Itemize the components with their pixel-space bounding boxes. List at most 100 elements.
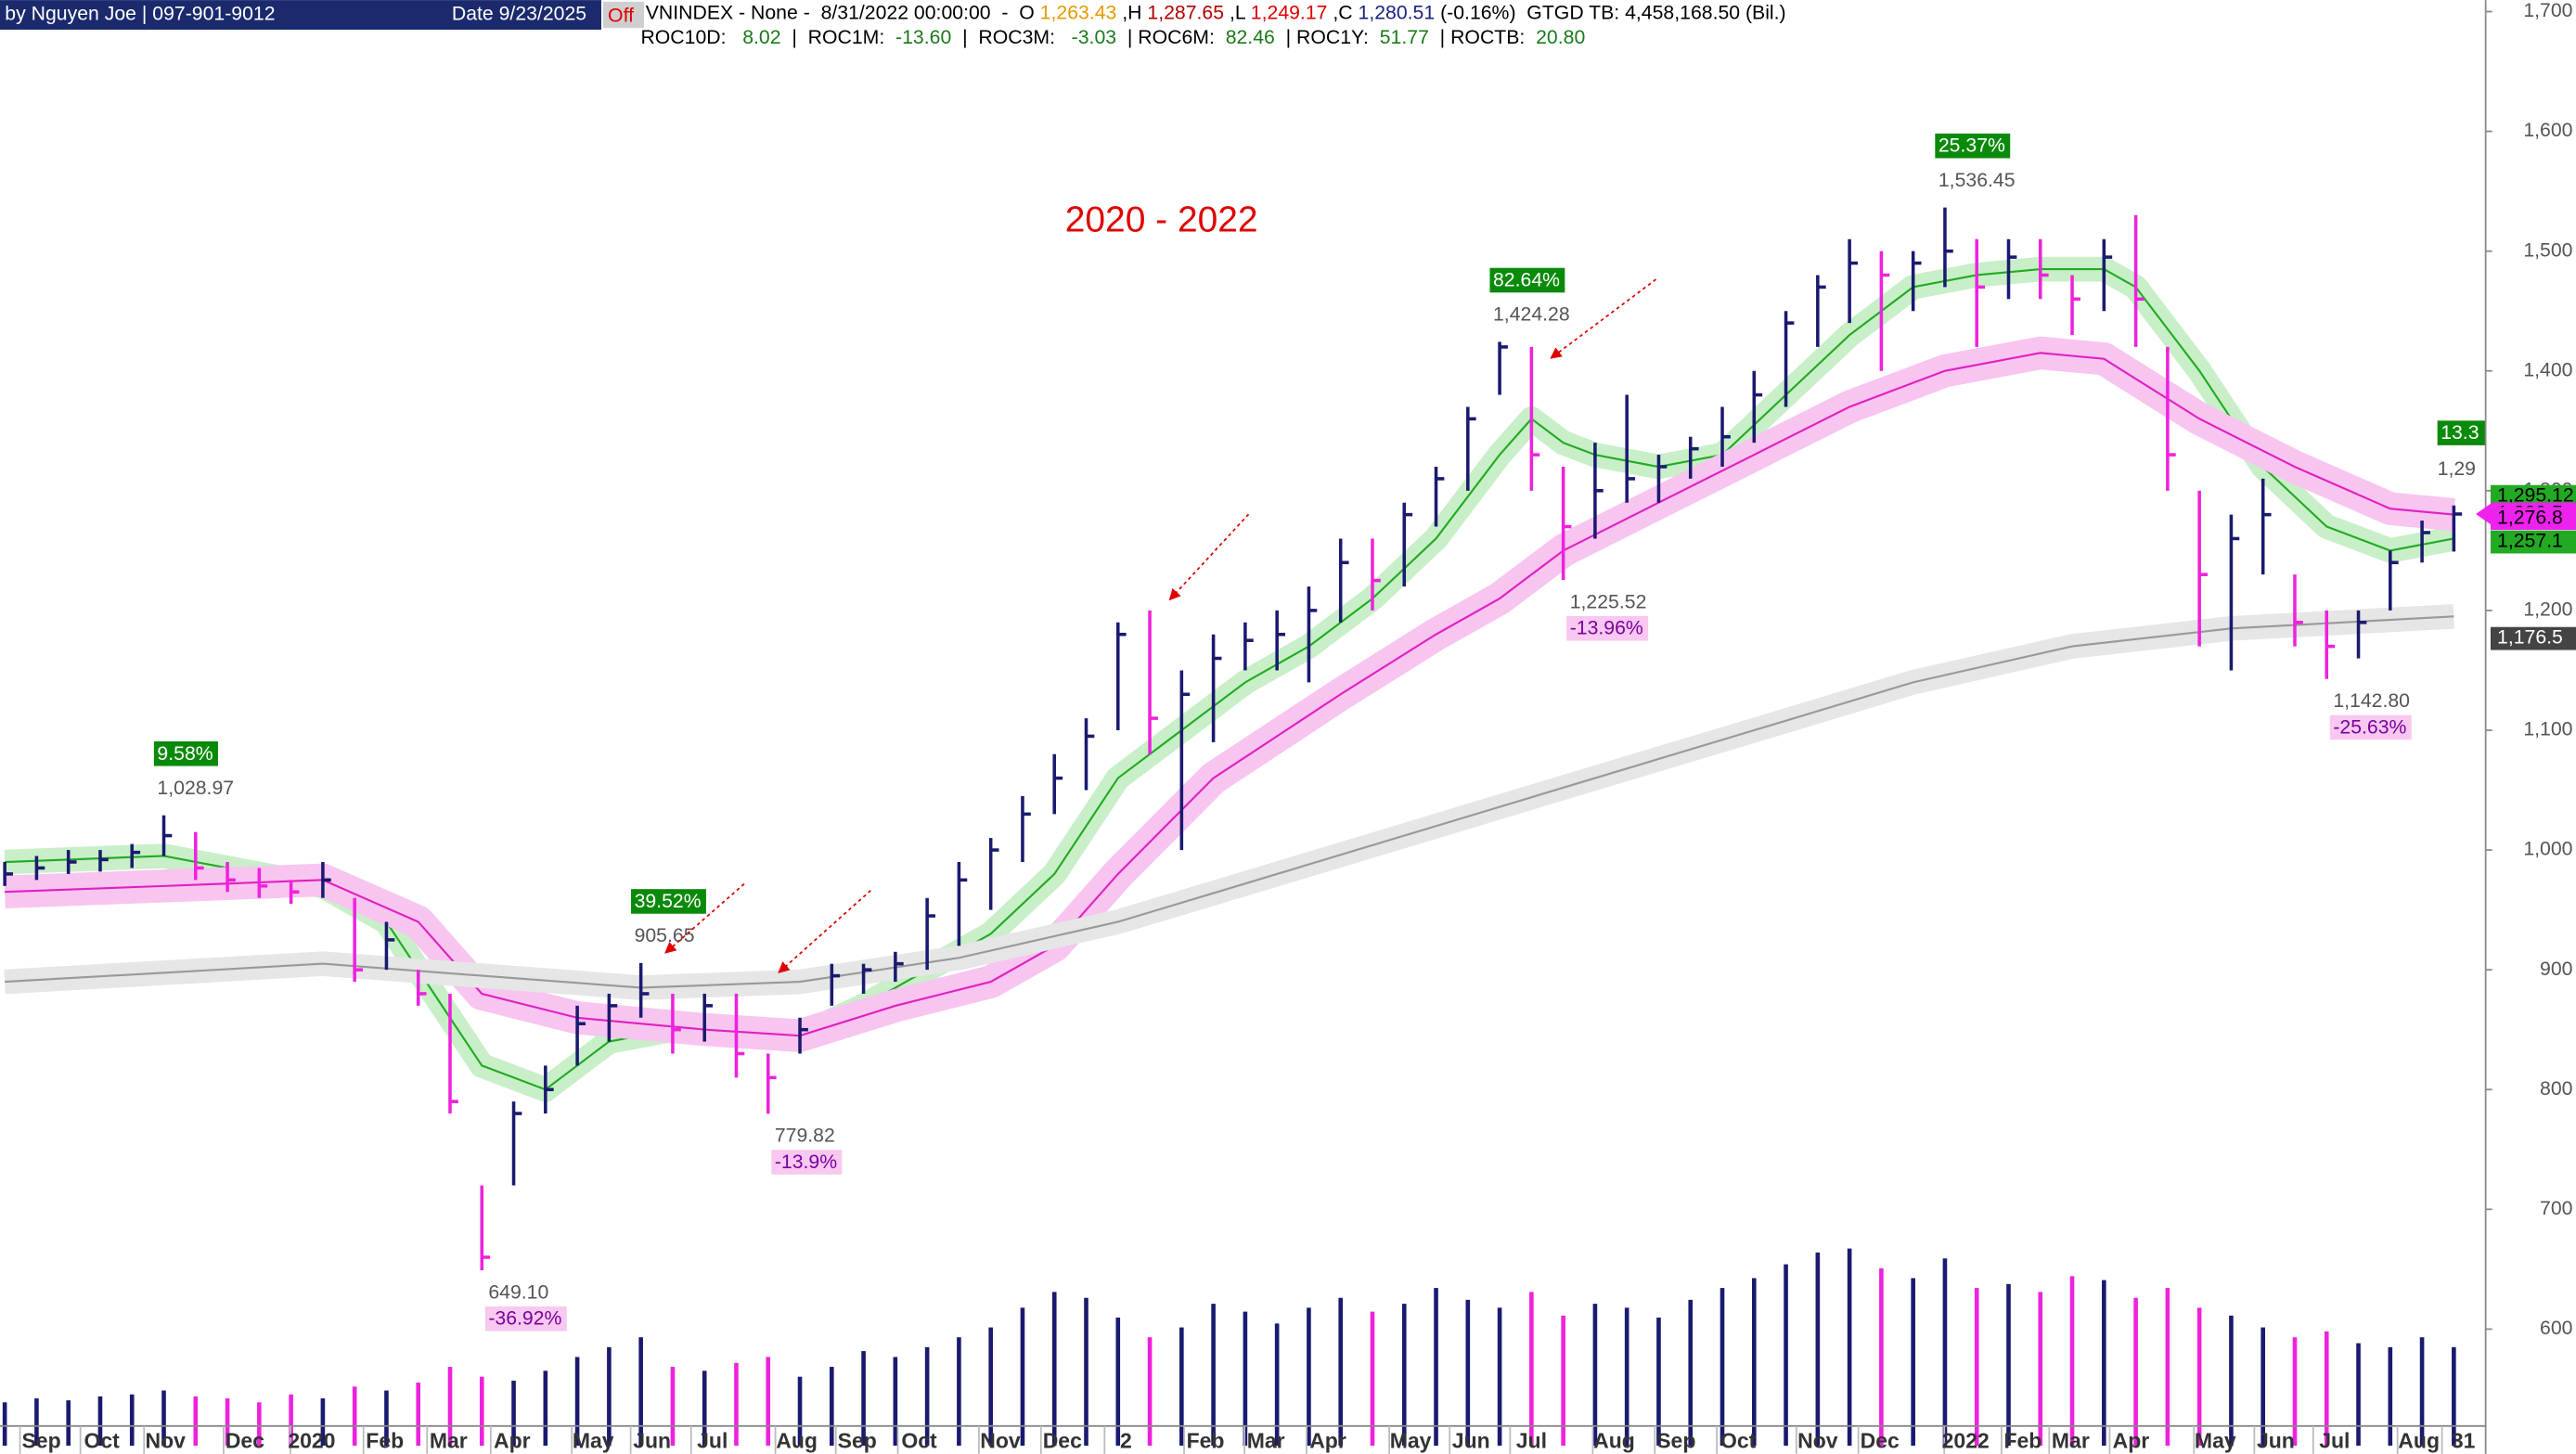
- volume-bar: [1274, 1323, 1280, 1447]
- arrows: [664, 278, 1657, 974]
- volume-bar: [1847, 1248, 1852, 1447]
- y-tick-label: 1,500: [2523, 238, 2572, 261]
- pct-box: [1935, 133, 2011, 159]
- date: Date 9/23/2025: [452, 3, 586, 25]
- pct-label: -13.9%: [775, 1151, 837, 1173]
- x-tick-label: 31: [2452, 1429, 2476, 1453]
- x-tick-label: Apr: [2113, 1429, 2150, 1453]
- header-part: ,L: [1224, 1, 1251, 23]
- volume-bar: [2260, 1327, 2266, 1447]
- volume-bar: [2388, 1346, 2393, 1447]
- price-pointer: [2476, 502, 2492, 526]
- header-part: 20.80: [1536, 25, 1585, 47]
- x-tick-label: Mar: [2052, 1429, 2090, 1453]
- y-tick-label: 1,000: [2523, 838, 2572, 860]
- y-tick-label: 1,200: [2523, 598, 2572, 621]
- trough-label: 649.10: [488, 1280, 548, 1303]
- x-tick-label: Feb: [366, 1429, 404, 1453]
- volume-bar: [320, 1398, 326, 1447]
- volume-bar: [1084, 1297, 1088, 1447]
- average-line: [5, 352, 2454, 1037]
- trough-label: 1,142.80: [2333, 689, 2410, 712]
- header-part: | ROC1M:: [781, 25, 896, 47]
- volume-bar: [2, 1402, 7, 1447]
- peak-label: 905.65: [635, 924, 695, 946]
- volume-bar: [1911, 1278, 1915, 1447]
- volume-bar: [447, 1367, 453, 1447]
- price-bars: [3, 207, 2463, 1271]
- volume-bar: [1529, 1292, 1534, 1447]
- pct-box: [1566, 615, 1649, 641]
- volume-bar: [1020, 1307, 1025, 1447]
- pct-box: [2329, 714, 2412, 740]
- header-part: VNINDEX - None - 8/31/2022 00:00:00 - O: [646, 1, 1040, 23]
- volume-bar: [97, 1396, 103, 1447]
- volume-bar: [225, 1398, 230, 1447]
- header-part: -3.03: [1072, 25, 1116, 47]
- x-tick-label: Jun: [2257, 1429, 2295, 1453]
- volume-bar: [161, 1390, 166, 1447]
- volume-bar: [1815, 1252, 1821, 1447]
- volume-bar: [2229, 1315, 2234, 1447]
- volume-bar: [1784, 1264, 1788, 1447]
- badge-label: 1,257.1: [2497, 530, 2563, 552]
- x-tick-label: 2020: [288, 1429, 335, 1453]
- price-badge: [2490, 626, 2576, 650]
- pct-label: -13.96%: [1570, 617, 1643, 639]
- x-tick-label: Oct: [1720, 1429, 1757, 1453]
- x-tick-label: Jul: [2319, 1429, 2350, 1453]
- trough-label: 779.82: [775, 1125, 835, 1147]
- volume-bar: [2069, 1276, 2075, 1447]
- status-box: [602, 1, 644, 29]
- volume-bar: [797, 1376, 803, 1447]
- volume-bar: [2196, 1307, 2202, 1447]
- volume-bar: [1942, 1258, 1948, 1447]
- arrow: [778, 889, 871, 974]
- volume-bar: [957, 1337, 961, 1447]
- volume-bar: [702, 1370, 707, 1447]
- header-part: (-0.16%) GTGD TB: 4,458,168.50 (Bil.): [1435, 1, 1785, 23]
- x-tick-label: Sep: [838, 1429, 877, 1453]
- volume-bar: [2102, 1280, 2106, 1447]
- volume-pane: [2, 1248, 2456, 1447]
- x-tick-label: 2022: [1942, 1429, 1990, 1453]
- volume-bar: [66, 1400, 71, 1447]
- volume-bar: [893, 1357, 898, 1447]
- header-part: | ROC1Y:: [1275, 25, 1380, 47]
- y-tick-label: 600: [2540, 1317, 2572, 1339]
- x-tick-label: Apr: [1309, 1429, 1346, 1453]
- volume-bar: [1656, 1317, 1661, 1447]
- volume-bar: [1434, 1288, 1438, 1447]
- pct-label: -36.92%: [488, 1307, 561, 1330]
- volume-bar: [1561, 1315, 1565, 1447]
- x-tick-label: Aug: [776, 1429, 818, 1453]
- x-tick-label: May: [2195, 1429, 2236, 1453]
- peak-label: 1,536.45: [1938, 169, 2016, 191]
- y-tick-label: 1,100: [2523, 718, 2572, 740]
- pct-label: 25.37%: [1938, 135, 2005, 157]
- volume-bar: [2006, 1283, 2011, 1447]
- x-tick-label: Nov: [146, 1429, 187, 1453]
- x-tick-label: Feb: [2003, 1429, 2041, 1453]
- x-tick-label: Jul: [1516, 1429, 1547, 1453]
- volume-bar: [416, 1383, 421, 1447]
- x-tick-label: Mar: [430, 1429, 468, 1453]
- chart-title: 2020 - 2022: [1065, 199, 1258, 239]
- y-tick-label: 1,600: [2523, 119, 2572, 141]
- volume-bar: [34, 1398, 39, 1447]
- average-line: [5, 615, 2454, 989]
- volume-bar: [670, 1367, 676, 1447]
- price-badge: [2490, 530, 2576, 554]
- volume-bar: [1147, 1337, 1153, 1447]
- peak-label: 1,424.28: [1493, 303, 1570, 326]
- price-badge: [2490, 507, 2576, 531]
- info-bar: [0, 0, 601, 30]
- volume-bar: [1624, 1307, 1629, 1447]
- x-tick-label: Aug: [1593, 1429, 1635, 1453]
- volume-bar: [384, 1390, 389, 1447]
- volume-bar: [2324, 1331, 2329, 1447]
- pct-label: -25.63%: [2333, 715, 2406, 738]
- pct-box: [484, 1306, 567, 1332]
